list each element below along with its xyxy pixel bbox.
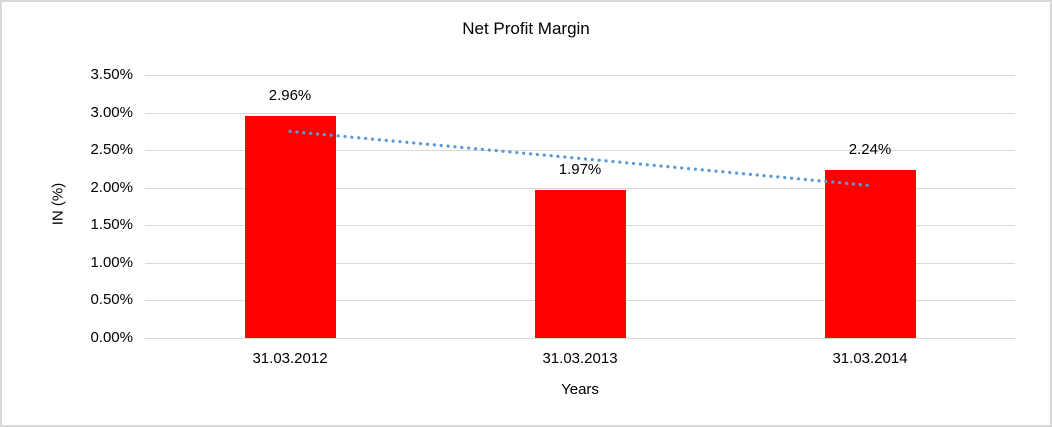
x-axis-title: Years: [561, 381, 599, 398]
bar-31.03.2014: [825, 170, 916, 338]
y-tick-label: 1.00%: [90, 254, 133, 271]
y-tick-label: 0.50%: [90, 291, 133, 308]
y-tick-label: 2.50%: [90, 141, 133, 158]
x-tick-label: 31.03.2014: [832, 350, 908, 367]
gridline: [145, 338, 1015, 339]
y-tick-label: 1.50%: [90, 216, 133, 233]
y-tick-label: 0.00%: [90, 329, 133, 346]
x-tick-label: 31.03.2012: [252, 350, 328, 367]
y-tick-label: 3.50%: [90, 66, 133, 83]
gridline: [145, 113, 1015, 114]
chart-title: Net Profit Margin: [462, 19, 590, 38]
y-tick-label: 2.00%: [90, 179, 133, 196]
y-tick-label: 3.00%: [90, 104, 133, 121]
bar-31.03.2013: [535, 190, 626, 338]
bar-31.03.2012: [245, 116, 336, 338]
gridline: [145, 188, 1015, 189]
gridline: [145, 75, 1015, 76]
x-tick-label: 31.03.2013: [542, 350, 618, 367]
bar-data-label: 2.96%: [268, 87, 312, 104]
bar-data-label: 2.24%: [848, 141, 892, 158]
bar-data-label: 1.97%: [558, 161, 602, 178]
